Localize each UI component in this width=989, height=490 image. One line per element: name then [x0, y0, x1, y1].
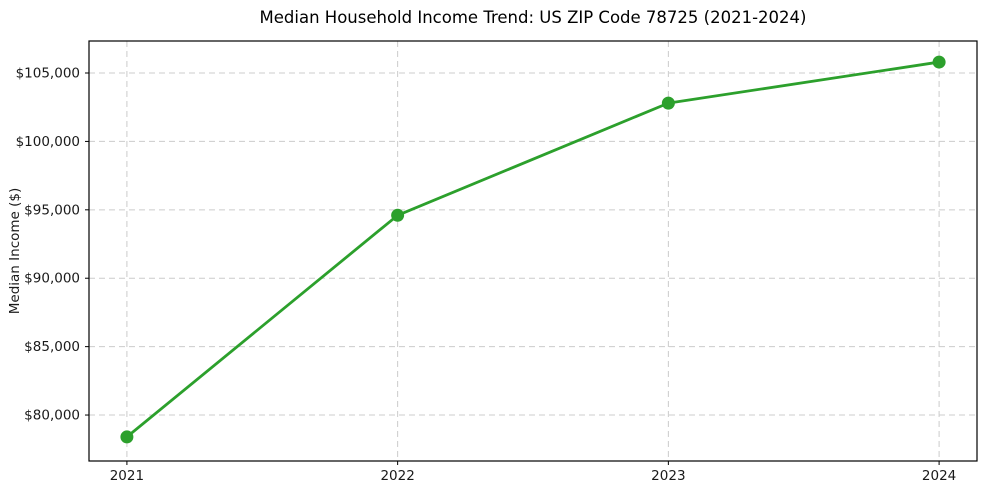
data-point-2023: [661, 96, 675, 110]
data-point-2022: [391, 208, 405, 222]
data-point-2021: [120, 430, 134, 444]
y-tick-label: $80,000: [24, 408, 80, 424]
x-tick-label: 2023: [651, 468, 685, 484]
x-tick-label: 2022: [380, 468, 414, 484]
trend-line: [125, 60, 941, 439]
y-tick-label: $95,000: [24, 202, 80, 218]
y-tick-label: $90,000: [24, 271, 80, 287]
data-point-2024: [932, 55, 946, 69]
y-tick-label: $105,000: [16, 66, 80, 82]
y-tick-label: $100,000: [16, 134, 80, 150]
y-tick-label: $85,000: [24, 339, 80, 355]
x-tick-label: 2024: [922, 468, 956, 484]
plot-border: [88, 40, 978, 462]
x-tick-label: 2021: [110, 468, 144, 484]
chart-title: Median Household Income Trend: US ZIP Co…: [259, 8, 807, 27]
